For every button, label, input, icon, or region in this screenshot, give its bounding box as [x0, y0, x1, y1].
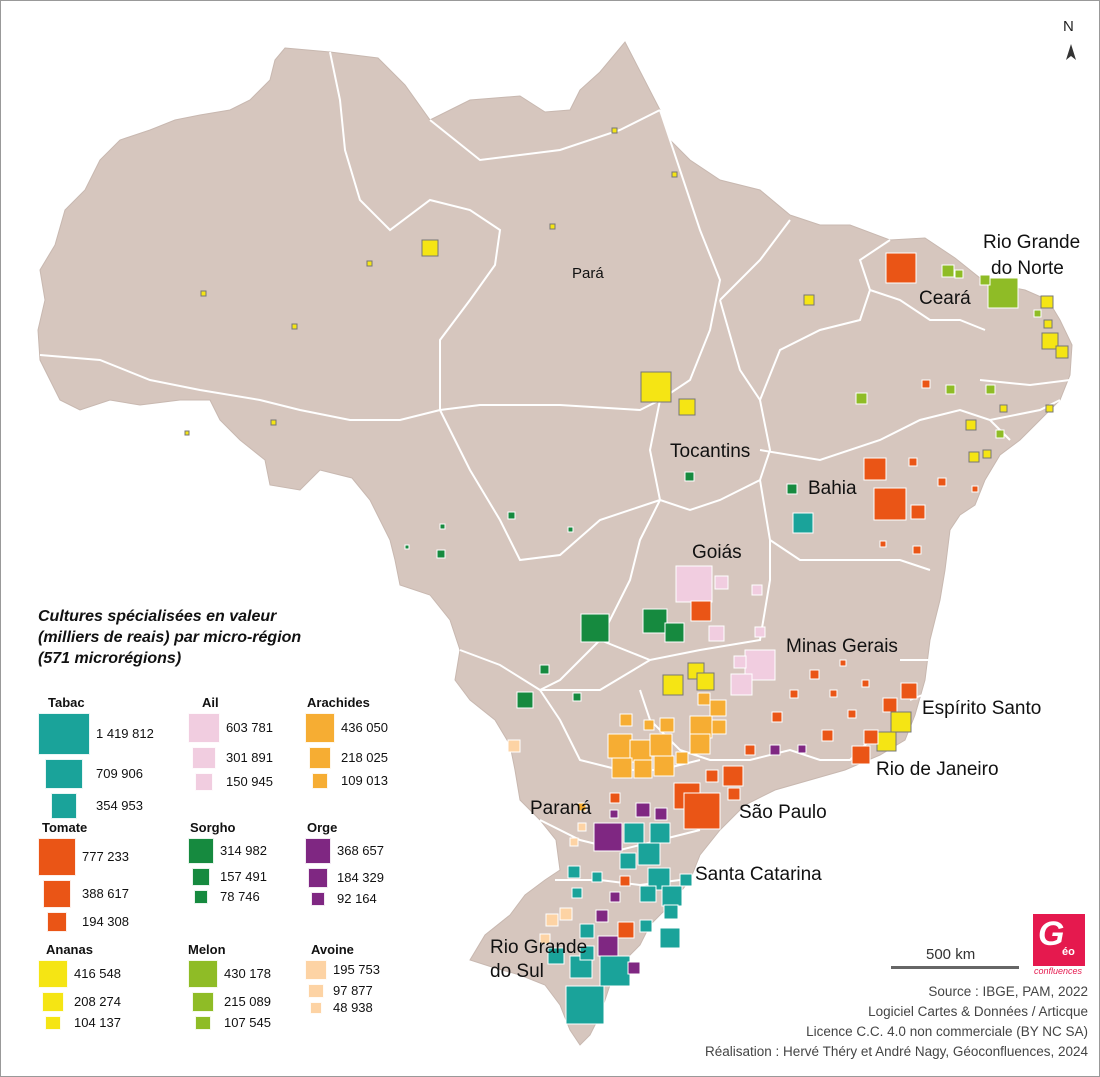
state-label-parana: Paraná	[530, 798, 592, 819]
legend-crop-name: Arachides	[307, 695, 370, 710]
legend-crop-name: Ail	[202, 695, 219, 710]
legend-symbol	[195, 1016, 211, 1030]
legend-symbol	[309, 747, 331, 769]
legend-symbol	[195, 773, 213, 791]
legend-crop-name: Tabac	[48, 695, 85, 710]
legend-value: 208 274	[74, 994, 121, 1009]
credits-authors: Réalisation : Hervé Théry et André Nagy,…	[705, 1044, 1088, 1059]
legend-value: 195 753	[333, 962, 380, 977]
state-label-rio-grande-do-sul-2: do Sul	[490, 961, 544, 982]
legend-crop-name: Tomate	[42, 820, 88, 835]
legend-crop-name: Avoine	[311, 942, 354, 957]
legend-value: 184 329	[337, 870, 384, 885]
state-label-goias: Goiás	[692, 542, 742, 563]
legend-value: 1 419 812	[96, 726, 154, 741]
legend-symbol	[305, 960, 327, 980]
state-label-sao-paulo: São Paulo	[739, 802, 827, 823]
state-label-rio-grande-do-norte-1: Rio Grande	[983, 232, 1080, 253]
legend-symbol	[38, 838, 76, 876]
legend-symbol	[194, 890, 208, 904]
legend-symbol	[38, 713, 90, 755]
legend-symbol	[45, 1016, 61, 1030]
legend-symbol	[42, 992, 64, 1012]
legend-title-line-1: Cultures spécialisées en valeur	[38, 608, 277, 625]
state-label-bahia: Bahia	[808, 478, 857, 499]
geoconfluences-logo	[1033, 914, 1085, 966]
brazil-outline	[37, 41, 1073, 1046]
legend-symbol	[305, 838, 331, 864]
legend-value: 368 657	[337, 843, 384, 858]
legend-value: 194 308	[82, 914, 129, 929]
legend-value: 92 164	[337, 891, 377, 906]
legend-value: 48 938	[333, 1000, 373, 1015]
legend-crop-name: Melon	[188, 942, 226, 957]
credits-source: Source : IBGE, PAM, 2022	[928, 984, 1088, 999]
legend-symbol	[192, 868, 210, 886]
logo-letter: G	[1038, 915, 1065, 953]
legend-crop-name: Orge	[307, 820, 338, 835]
legend-value: 104 137	[74, 1015, 121, 1030]
legend-symbol	[308, 868, 328, 888]
credits-software: Logiciel Cartes & Données / Articque	[868, 1004, 1088, 1019]
crop-symbols	[184, 127, 1069, 1025]
legend-symbol	[51, 793, 77, 819]
scale-bar	[891, 966, 1019, 969]
scale-label: 500 km	[926, 946, 976, 963]
legend-value: 78 746	[220, 889, 260, 904]
legend-value: 436 050	[341, 720, 388, 735]
legend-crop-name: Ananas	[46, 942, 93, 957]
legend-symbol	[45, 759, 83, 789]
legend-symbol	[310, 1002, 322, 1014]
legend-symbol	[38, 960, 68, 988]
logo-text: confluences	[1034, 966, 1083, 976]
legend-value: 301 891	[226, 750, 273, 765]
legend-value: 430 178	[224, 966, 271, 981]
legend-value: 107 545	[224, 1015, 271, 1030]
logo-suffix: éo	[1062, 946, 1075, 958]
legend-value: 388 617	[82, 886, 129, 901]
state-label-espirito-santo: Espírito Santo	[922, 698, 1041, 719]
north-label: N	[1063, 18, 1074, 35]
legend-value: 97 877	[333, 983, 373, 998]
legend-symbol	[312, 773, 328, 789]
legend-value: 215 089	[224, 994, 271, 1009]
state-label-rio-de-janeiro: Rio de Janeiro	[876, 759, 999, 780]
legend-symbol	[308, 984, 324, 998]
legend-value: 709 906	[96, 766, 143, 781]
legend-symbol	[188, 960, 218, 988]
legend-title-line-2: (milliers de reais) par micro-région	[38, 629, 302, 646]
legend-value: 416 548	[74, 966, 121, 981]
state-label-minas-gerais: Minas Gerais	[786, 636, 898, 657]
state-label-para: Pará	[572, 265, 604, 282]
state-label-rio-grande-do-norte-2: do Norte	[991, 258, 1064, 279]
legend-symbol	[43, 880, 71, 908]
legend-symbol	[188, 838, 214, 864]
legend-symbol	[192, 992, 214, 1012]
north-arrow-icon	[1066, 44, 1076, 60]
legend-symbol	[188, 713, 220, 743]
legend-crop-name: Sorgho	[190, 820, 236, 835]
legend-title: Cultures spécialisées en valeur (millier…	[38, 606, 338, 669]
legend-value: 218 025	[341, 750, 388, 765]
state-label-rio-grande-do-sul-1: Rio Grande	[490, 937, 587, 958]
legend-value: 157 491	[220, 869, 267, 884]
legend-value: 314 982	[220, 843, 267, 858]
credits-licence: Licence C.C. 4.0 non commerciale (BY NC …	[806, 1024, 1088, 1039]
legend-symbol	[192, 747, 216, 769]
state-label-ceara: Ceará	[919, 288, 971, 309]
legend-value: 603 781	[226, 720, 273, 735]
state-label-santa-catarina: Santa Catarina	[695, 864, 822, 885]
legend-symbol	[311, 892, 325, 906]
legend-title-line-3: (571 microrégions)	[38, 650, 182, 667]
legend-value: 777 233	[82, 849, 129, 864]
legend-symbol	[47, 912, 67, 932]
state-label-tocantins: Tocantins	[670, 441, 750, 462]
legend-symbol	[305, 713, 335, 743]
legend-value: 109 013	[341, 773, 388, 788]
legend-value: 354 953	[96, 798, 143, 813]
legend-value: 150 945	[226, 774, 273, 789]
